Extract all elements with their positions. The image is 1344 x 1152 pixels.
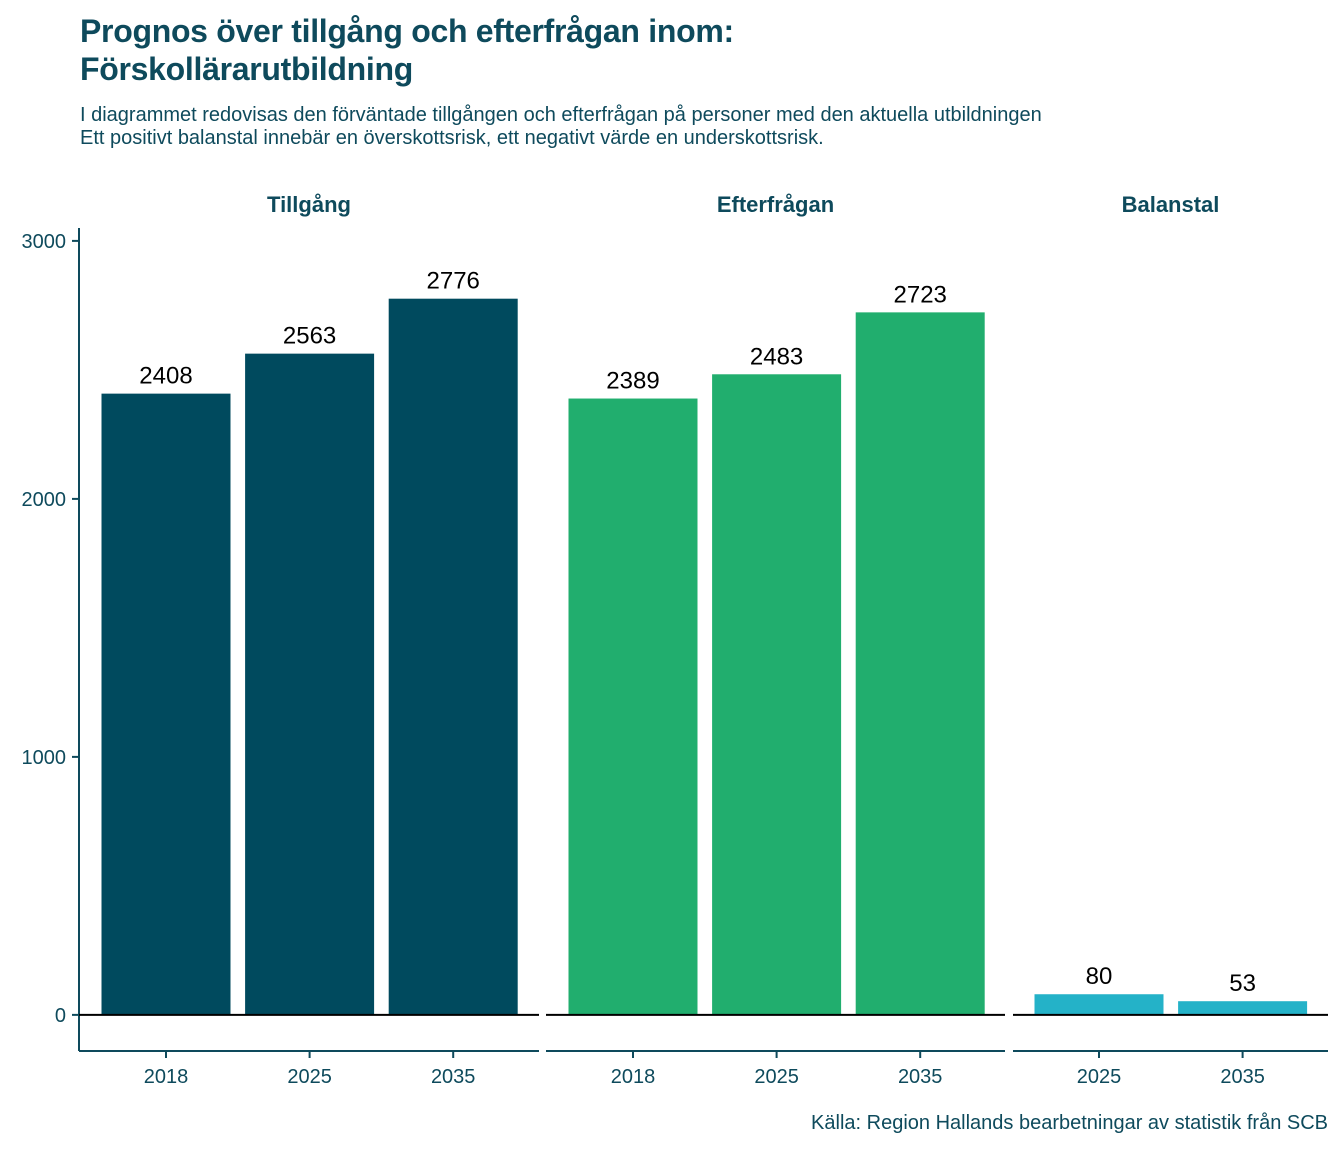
chart-subtitle: I diagrammet redovisas den förväntade ti… (80, 104, 1042, 150)
x-tick-label: 2025 (287, 1066, 332, 1088)
data-label: 2389 (606, 368, 659, 395)
x-tick-label: 2035 (898, 1066, 943, 1088)
x-tick-label: 2025 (1077, 1066, 1122, 1088)
x-tick-label: 2025 (754, 1066, 799, 1088)
source-caption: Källa: Region Hallands bearbetningar av … (811, 1112, 1328, 1134)
y-tick-label: 1000 (22, 747, 67, 769)
data-label: 2723 (894, 281, 947, 308)
bar-efterfr-gan-2025 (712, 374, 842, 1015)
data-label: 2776 (427, 268, 480, 295)
chart-subtitle-line-2: Ett positivt balanstal innebär en översk… (80, 127, 824, 149)
facet-label: Tillgång (267, 192, 351, 217)
data-label: 2563 (283, 323, 336, 350)
chart-subtitle-line-1: I diagrammet redovisas den förväntade ti… (80, 104, 1042, 126)
bar-tillg-ng-2025 (245, 353, 375, 1015)
bar-efterfr-gan-2018 (568, 398, 698, 1015)
bar-efterfr-gan-2035 (855, 312, 985, 1015)
data-label: 80 (1086, 963, 1113, 990)
bar-balanstal-2025 (1034, 994, 1164, 1015)
x-tick-label: 2035 (1220, 1066, 1265, 1088)
facet-label: Efterfrågan (717, 192, 834, 217)
facet-label: Balanstal (1122, 192, 1220, 217)
bar-balanstal-2035 (1178, 1001, 1308, 1015)
y-tick-label: 3000 (22, 231, 67, 253)
bar-tillg-ng-2035 (388, 298, 518, 1015)
y-tick-label: 0 (55, 1005, 66, 1027)
bar-tillg-ng-2018 (101, 393, 231, 1015)
x-tick-label: 2018 (611, 1066, 656, 1088)
x-tick-label: 2018 (144, 1066, 189, 1088)
chart-title-line-2: Förskollärarutbildning (80, 51, 413, 87)
data-label: 2483 (750, 343, 803, 370)
data-label: 2408 (139, 363, 192, 390)
x-tick-label: 2035 (431, 1066, 476, 1088)
chart-title-line-1: Prognos över tillgång och efterfrågan in… (80, 13, 734, 49)
data-label: 53 (1229, 970, 1256, 997)
y-tick-label: 2000 (22, 489, 67, 511)
chart-title: Prognos över tillgång och efterfrågan in… (80, 12, 734, 88)
